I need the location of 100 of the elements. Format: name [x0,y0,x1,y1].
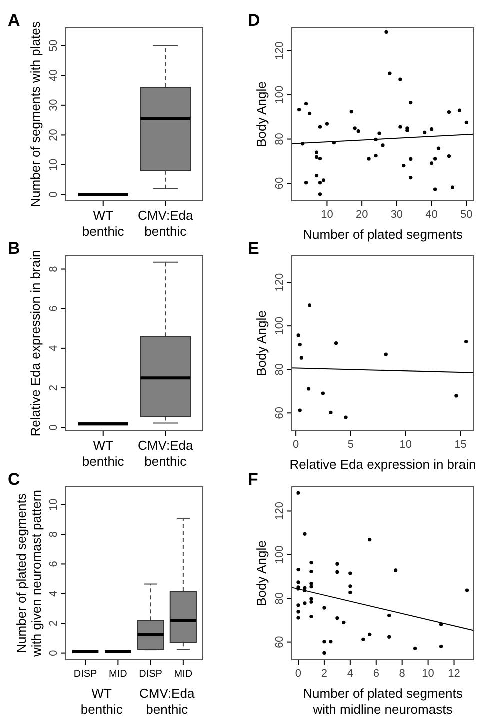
x-axis-title: Number of plated segments [303,227,464,242]
point [336,570,340,574]
point [409,157,413,161]
y-axis-title: Body Angle [254,82,269,148]
point [384,352,388,356]
point [439,644,444,648]
point [303,602,307,606]
point [314,150,319,154]
point [308,304,312,308]
x-tick-label: CMV:Eda benthic [138,438,194,469]
point [310,585,314,589]
chart-title: B [8,239,20,258]
point [318,125,322,129]
point [367,157,371,161]
point [310,582,314,586]
point [296,604,300,608]
x-axis-title: Relative Eda expression in brain [290,457,476,472]
point [458,108,462,112]
y-tick-label: 120 [274,273,286,292]
y-tick-label: 60 [274,636,286,648]
x-tick-label: 2 [321,668,328,680]
point [325,122,330,126]
point [298,108,302,112]
y-tick-label: 8 [48,531,60,538]
point [322,651,326,656]
x-tick-label: CMV:Eda benthic [138,208,194,239]
x-tick-label: WT benthic [82,208,125,239]
x-tick-label: 6 [373,668,380,680]
point [310,560,314,565]
point [378,132,382,136]
point [314,155,319,159]
point [368,538,372,542]
x-tick-label: 50 [460,209,473,221]
point [374,154,378,158]
x-tick-label: 10 [422,668,434,680]
point [307,387,311,391]
x-tick-label: MID [174,669,193,680]
point [304,102,308,106]
y-tick-label: 50 [48,40,60,52]
point [344,416,348,420]
point [430,162,434,166]
point [296,580,300,584]
point [409,176,413,180]
y-tick-label: 120 [274,42,286,60]
point [454,394,458,398]
point [384,30,388,34]
y-tick-label: 2 [48,620,60,627]
y-tick-label: 0 [48,650,60,656]
y-tick-label: 60 [274,177,286,190]
chart-title: D [248,11,260,30]
point [310,614,314,619]
point [336,562,340,566]
y-tick-label: 80 [274,363,286,376]
x-tick-label: DISP [74,669,98,680]
point [336,616,340,620]
point [310,570,314,574]
point [342,620,346,624]
point [353,126,357,130]
y-tick-label: 8 [48,266,60,272]
point [450,186,455,190]
x-tick-label: MID [109,669,128,680]
point [318,181,322,185]
y-tick-label: 40 [48,70,60,82]
y-tick-label: 10 [48,498,60,511]
point [329,640,333,644]
point [362,638,366,642]
y-tick-label: 30 [48,99,60,112]
point [388,614,392,618]
x-axis-title: Number of plated segments with midline neuromasts [303,686,464,717]
point [434,157,438,161]
x-tick-label: 0 [295,668,302,680]
y-tick-label: 80 [274,133,286,146]
chart-title: E [248,239,260,258]
x-tick-label: 0 [293,439,300,451]
x-tick-label: 30 [390,209,404,221]
point [381,144,385,148]
point [296,616,300,620]
y-tick-label: 100 [274,86,286,104]
y-tick-label: 100 [274,546,286,564]
point [434,188,438,192]
x-tick-label: 40 [426,209,438,221]
point [398,125,402,129]
point [314,174,319,178]
point [304,181,308,185]
point [348,572,352,576]
chart-title: F [248,470,258,489]
x-tick-label: 20 [356,209,368,221]
point [310,597,314,601]
point [321,392,325,396]
point [334,341,338,346]
point [329,410,333,415]
point [423,130,427,134]
x-tick-label: 4 [347,668,354,680]
x-tick-label: 12 [448,668,460,680]
x-tick-label: 15 [454,439,467,451]
x-tick-label: WT benthic [82,438,125,469]
point [322,606,326,610]
y-axis-title: Body Angle [254,310,269,376]
y-tick-label: 120 [274,502,286,520]
point [398,78,402,82]
